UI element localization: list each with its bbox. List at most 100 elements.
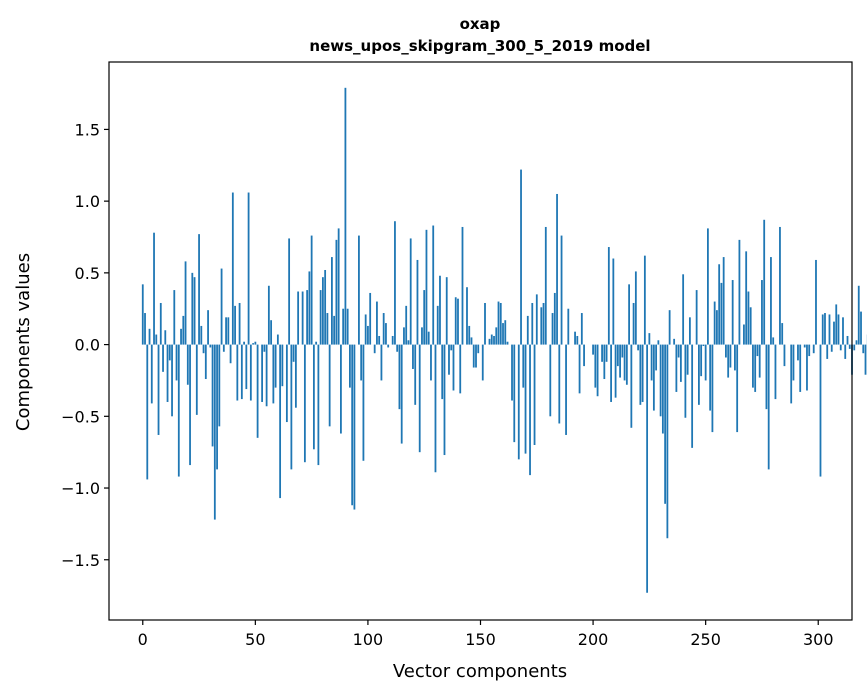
bar [292,344,295,362]
bar [506,341,509,345]
bar [718,264,721,345]
x-tick-label: 150 [465,630,496,649]
x-tick-label: 100 [353,630,384,649]
bar [610,344,612,402]
bar [603,344,606,380]
bar [252,343,254,345]
bar [285,344,288,423]
bar [162,344,164,372]
bar [432,225,435,345]
bar [549,344,552,417]
bar [806,344,808,391]
bar [607,247,610,345]
y-tick-label: −1.5 [61,551,100,570]
bar [294,344,297,408]
bar [349,344,351,388]
bar [495,327,498,345]
bar [288,238,291,345]
bar [722,257,725,345]
bar [502,323,504,345]
bar [711,344,714,433]
bar [815,259,817,345]
bar [544,226,547,345]
bar [682,274,685,345]
bar [290,344,293,470]
bar [231,192,234,345]
bar [619,344,621,378]
bar [209,344,212,348]
bar [394,221,396,345]
bar [767,344,770,470]
bar [797,344,799,361]
bar [592,344,594,355]
bar [171,344,173,417]
bar [272,344,275,404]
bar [216,344,218,470]
bar [747,291,750,345]
bar [860,311,862,345]
bar [211,344,214,447]
y-tick-label: 1.0 [75,192,100,211]
bar [191,272,194,345]
bar [326,313,329,345]
bar [484,302,486,345]
bar [331,257,333,345]
bar [166,344,169,402]
bar [236,344,239,401]
bar [738,239,741,345]
bar [736,344,739,433]
bar [204,344,207,380]
bar [418,344,421,453]
bar [310,235,313,345]
bar [828,314,831,345]
bar [650,344,653,381]
bar [605,344,608,362]
bar [857,285,860,345]
bar [646,344,649,593]
bar [445,277,448,345]
bar [279,344,282,499]
x-axis-ticks: 0 50 100 150 200 250 300 [138,620,834,649]
bar [799,344,802,392]
bar [159,302,162,345]
bar [360,344,363,381]
bar [756,344,759,357]
bar [648,333,651,345]
bar [632,302,635,345]
bar [770,257,772,345]
bar [439,275,441,345]
bar [240,344,243,400]
plot-frame [108,61,853,621]
bar [461,226,464,345]
x-tick-label: 250 [690,630,721,649]
bar [436,305,439,345]
bar [396,344,399,352]
bar [164,330,167,345]
bar [182,315,185,345]
bar [200,325,203,345]
bar [616,344,619,367]
bar [691,344,694,448]
bar [373,344,376,354]
bar [567,308,570,345]
bar [423,290,426,345]
bar [695,290,698,345]
y-tick-label: 1.5 [75,120,100,139]
bar [668,310,671,345]
bar [540,307,543,345]
bar [274,344,277,388]
bar [150,344,153,404]
bar [189,344,191,466]
bar [265,344,268,407]
bar [848,344,851,349]
bar [702,344,705,347]
bar [421,327,423,345]
bar [621,344,624,358]
bar [565,344,567,435]
bar [472,344,475,368]
bar [529,344,531,476]
bar [353,344,356,510]
bar [281,344,284,387]
bar [337,228,340,345]
